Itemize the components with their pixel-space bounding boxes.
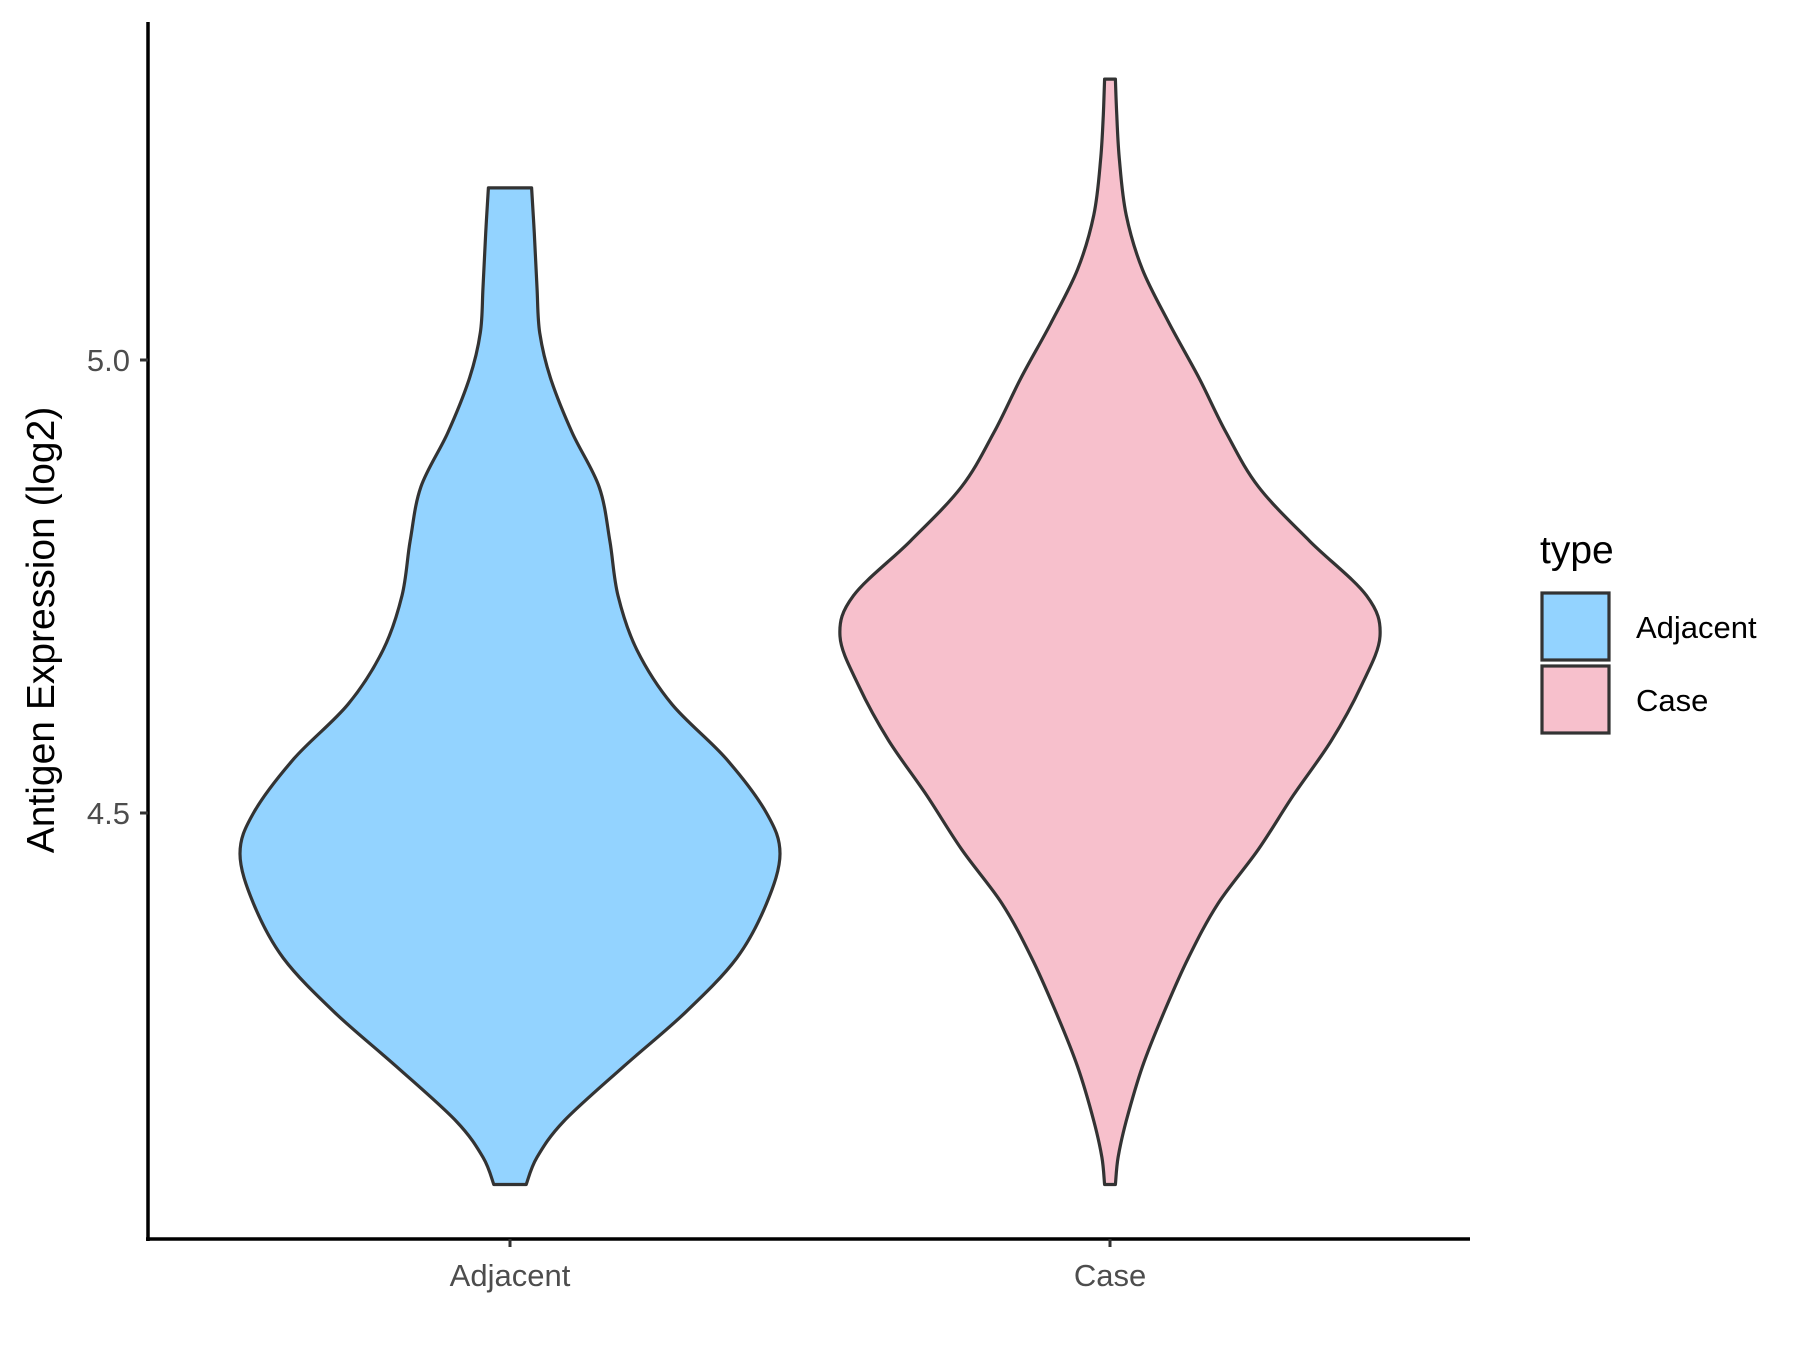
y-axis-title: Antigen Expression (log2) [20,407,63,854]
legend-entries: Adjacent Case [1540,591,1757,735]
x-ticks: Adjacent Case [450,1239,1146,1293]
violins [238,77,1382,1187]
x-tick-label: Adjacent [450,1258,571,1293]
legend: type Adjacent Case [1540,529,1757,735]
legend-label: Case [1636,683,1708,718]
y-ticks: 4.5 5.0 [87,343,148,831]
x-tick-label: Case [1074,1258,1146,1293]
violin-adjacent [238,186,782,1187]
y-tick-label: 5.0 [87,343,130,378]
legend-swatch-adjacent [1540,591,1611,662]
legend-label: Adjacent [1636,610,1757,645]
y-tick-label: 4.5 [87,796,130,831]
legend-title: type [1540,529,1614,572]
legend-swatch-case [1540,664,1611,735]
violin-case [838,77,1382,1187]
